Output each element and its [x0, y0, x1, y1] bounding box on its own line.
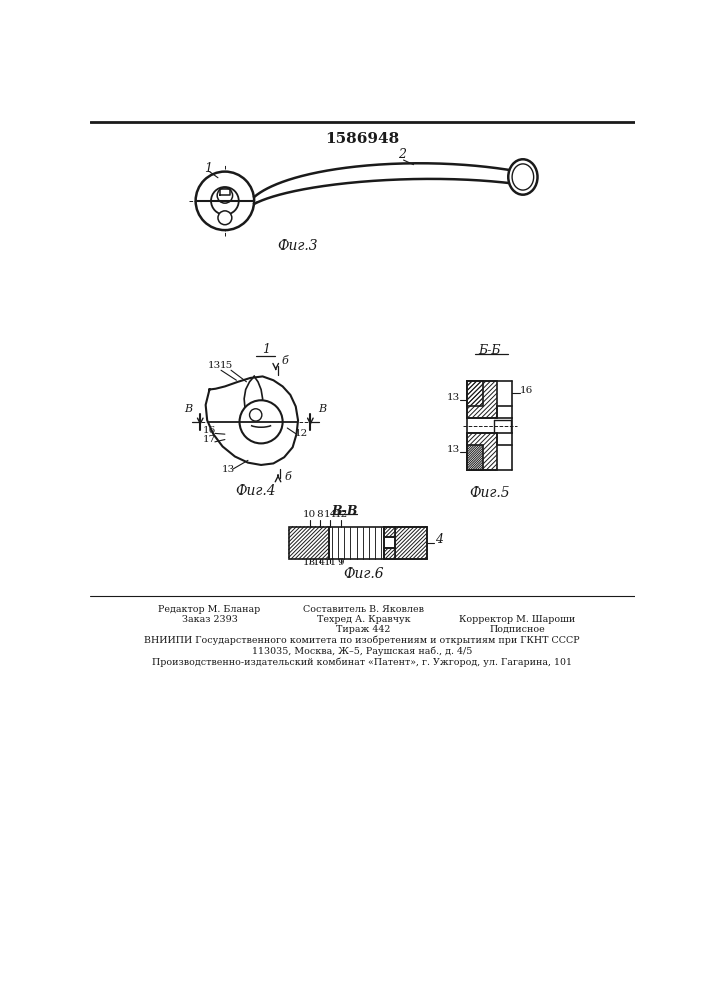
- Text: 10: 10: [303, 510, 316, 519]
- Text: 12: 12: [334, 510, 348, 519]
- Text: В: В: [185, 404, 193, 414]
- Bar: [467, 445, 483, 470]
- Text: 13: 13: [447, 393, 460, 402]
- Text: Составитель В. Яковлев: Составитель В. Яковлев: [303, 605, 424, 614]
- Text: Редактор М. Бланар: Редактор М. Бланар: [158, 605, 261, 614]
- Text: Техред А. Кравчук: Техред А. Кравчук: [317, 615, 410, 624]
- Text: б: б: [284, 472, 291, 482]
- Text: Подписное: Подписное: [490, 625, 545, 634]
- Text: ВНИИПИ Государственного комитета по изобретениям и открытиям при ГКНТ СССР: ВНИИПИ Государственного комитета по изоб…: [144, 636, 580, 645]
- Text: 15: 15: [220, 361, 233, 370]
- Text: 11: 11: [324, 558, 337, 567]
- Text: 14: 14: [313, 558, 326, 567]
- Text: В-В: В-В: [331, 505, 358, 518]
- Bar: [385, 527, 395, 537]
- Circle shape: [196, 172, 254, 230]
- Text: 2: 2: [398, 148, 406, 161]
- Text: 14: 14: [324, 510, 337, 519]
- Bar: [288, 527, 329, 559]
- Text: Корректор М. Шароши: Корректор М. Шароши: [460, 615, 575, 624]
- Text: 16: 16: [203, 426, 216, 435]
- Text: Б-Б: Б-Б: [479, 344, 501, 358]
- Text: 13: 13: [447, 445, 460, 454]
- Text: 13: 13: [222, 465, 235, 474]
- Text: 1: 1: [204, 162, 212, 175]
- Bar: [385, 548, 395, 559]
- Text: 1: 1: [262, 343, 269, 356]
- Text: В: В: [319, 404, 327, 414]
- Bar: [395, 527, 426, 559]
- Bar: [467, 381, 483, 406]
- Ellipse shape: [508, 159, 537, 195]
- Bar: [467, 381, 497, 418]
- Text: 13: 13: [303, 558, 316, 567]
- Text: Тираж 442: Тираж 442: [337, 625, 391, 634]
- Text: Заказ 2393: Заказ 2393: [182, 615, 238, 624]
- Text: 16: 16: [520, 386, 532, 395]
- Bar: [467, 433, 497, 470]
- Text: 113035, Москва, Ж–5, Раушская наб., д. 4/5: 113035, Москва, Ж–5, Раушская наб., д. 4…: [252, 647, 472, 656]
- Circle shape: [217, 188, 233, 203]
- Circle shape: [240, 400, 283, 443]
- Text: 13: 13: [209, 361, 221, 370]
- Text: 12: 12: [295, 429, 308, 438]
- Text: Фиг.6: Фиг.6: [343, 567, 384, 581]
- Polygon shape: [206, 376, 298, 465]
- Text: 8: 8: [316, 510, 323, 519]
- Text: 4: 4: [435, 533, 443, 546]
- Text: 9: 9: [338, 558, 344, 567]
- Text: Фиг.4: Фиг.4: [235, 484, 276, 498]
- Text: 1586948: 1586948: [325, 132, 399, 146]
- Text: б: б: [282, 356, 288, 366]
- Text: 17: 17: [203, 435, 216, 444]
- Text: Фиг.5: Фиг.5: [469, 486, 510, 500]
- Text: Производственно-издательский комбинат «Патент», г. Ужгород, ул. Гагарина, 101: Производственно-издательский комбинат «П…: [152, 657, 572, 667]
- Ellipse shape: [512, 164, 534, 190]
- Circle shape: [250, 409, 262, 421]
- Circle shape: [211, 187, 239, 215]
- Circle shape: [218, 211, 232, 225]
- Text: Фиг.3: Фиг.3: [278, 239, 318, 253]
